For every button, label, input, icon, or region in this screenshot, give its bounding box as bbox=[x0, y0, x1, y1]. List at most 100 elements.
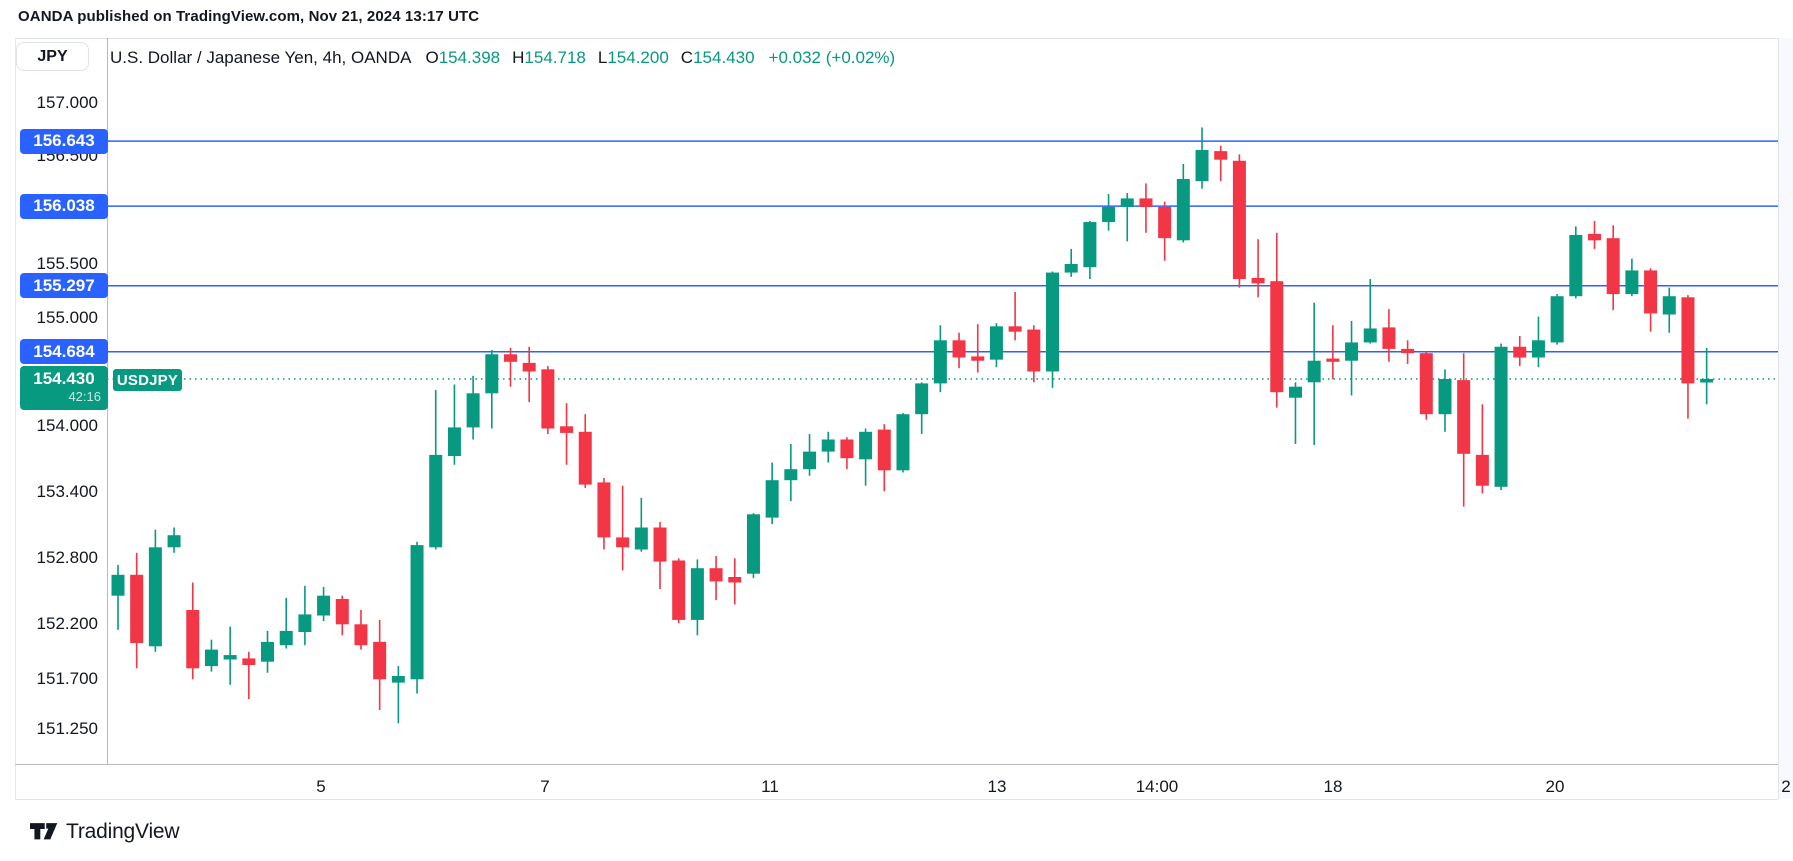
price-axis-tick: 152.200 bbox=[36, 614, 98, 634]
candle-wick bbox=[621, 485, 624, 571]
candle-body bbox=[1345, 342, 1359, 361]
current-price-value: 154.430 bbox=[33, 369, 95, 388]
candle-body bbox=[522, 362, 536, 372]
candle-body bbox=[373, 641, 387, 680]
chart-title: U.S. Dollar / Japanese Yen, 4h, OANDA bbox=[110, 48, 412, 67]
candle-body bbox=[989, 326, 1003, 360]
candle-body bbox=[391, 676, 405, 683]
price-axis-tick: 155.500 bbox=[36, 253, 98, 273]
candle-wick bbox=[1481, 404, 1484, 494]
candle-body bbox=[1569, 234, 1583, 297]
candle-wick bbox=[509, 347, 512, 387]
price-axis-tick: 157.000 bbox=[36, 92, 98, 112]
time-axis[interactable]: 5 7 11 13 14:00 18 20 2 bbox=[15, 765, 1793, 799]
candle-body bbox=[1438, 379, 1452, 415]
candle-wick bbox=[1257, 239, 1259, 298]
candle-body bbox=[1494, 346, 1508, 487]
candle-body bbox=[896, 414, 910, 471]
candle-body bbox=[952, 340, 966, 358]
price-axis-tick: 151.700 bbox=[36, 669, 98, 689]
time-axis-tick: 2 bbox=[1781, 777, 1791, 796]
current-price-badge: 154.430 42:16 bbox=[20, 366, 108, 410]
candle-body bbox=[765, 480, 779, 518]
candle-body bbox=[1662, 296, 1676, 315]
candle-body bbox=[1214, 151, 1228, 160]
pane-bottom-border bbox=[15, 764, 1778, 765]
candle-body bbox=[541, 369, 555, 429]
candle-body bbox=[803, 451, 817, 470]
time-axis-tick: 18 bbox=[1323, 777, 1343, 796]
candle-body bbox=[1606, 238, 1620, 295]
symbol-search-button[interactable]: JPY bbox=[16, 42, 89, 71]
candle-body bbox=[279, 630, 293, 646]
price-line-badge[interactable]: 156.038 bbox=[20, 193, 108, 219]
candle-body bbox=[410, 545, 424, 680]
ohlc-open: O154.398 bbox=[425, 48, 501, 67]
candle-body bbox=[1195, 150, 1209, 182]
candle-body bbox=[1008, 326, 1022, 332]
candle-body bbox=[1120, 198, 1134, 207]
candle-body bbox=[1064, 263, 1078, 273]
candle-body bbox=[1232, 160, 1246, 280]
tradingview-logo-icon bbox=[30, 823, 58, 840]
price-axis[interactable]: 157.000 156.500 155.500 155.000 154.000 153.4… bbox=[15, 38, 108, 764]
candle-wick bbox=[1070, 248, 1072, 277]
candle-body bbox=[1251, 277, 1265, 284]
ohlc-values: O154.398 H154.718 L154.200 C154.430 bbox=[425, 48, 754, 68]
candle-body bbox=[672, 560, 686, 620]
candle-body bbox=[1046, 272, 1059, 372]
chart-top-border bbox=[15, 38, 1778, 39]
candle-wick bbox=[528, 346, 530, 403]
candle-body bbox=[167, 535, 181, 548]
candle-wick bbox=[397, 666, 400, 724]
candle-body bbox=[653, 527, 667, 562]
chart-right-margin bbox=[1778, 38, 1793, 799]
candle-wick bbox=[453, 384, 456, 465]
time-axis-tick: 5 bbox=[316, 777, 326, 796]
price-axis-tick: 153.400 bbox=[36, 482, 98, 502]
candle-body bbox=[204, 649, 218, 667]
candle-body bbox=[335, 599, 349, 625]
candle-wick bbox=[1369, 279, 1372, 344]
tradingview-logo[interactable]: TradingView bbox=[30, 820, 180, 844]
price-line-badge[interactable]: 154.684 bbox=[20, 339, 108, 365]
candle-body bbox=[1288, 386, 1302, 398]
candle-wick bbox=[640, 497, 643, 552]
candlestick-chart[interactable] bbox=[107, 38, 1778, 764]
candle-wick bbox=[1294, 382, 1297, 444]
candle-body bbox=[503, 354, 517, 362]
candle-body bbox=[690, 568, 704, 620]
ohlc-high: H154.718 bbox=[512, 48, 586, 67]
candle-wick bbox=[285, 597, 288, 649]
candle-wick bbox=[1705, 348, 1708, 405]
candle-body bbox=[1326, 358, 1340, 362]
candle-body bbox=[859, 431, 873, 460]
candle-body bbox=[1083, 222, 1097, 268]
chart-left-border bbox=[15, 38, 16, 799]
price-line-badge[interactable]: 156.643 bbox=[20, 128, 108, 154]
candle-body bbox=[111, 574, 125, 596]
candle-body bbox=[971, 356, 985, 361]
candle-body bbox=[784, 469, 798, 481]
price-line-badge[interactable]: 155.297 bbox=[20, 273, 108, 299]
candle-body bbox=[1419, 353, 1433, 415]
candle-body bbox=[1644, 270, 1658, 314]
price-axis-tick: 151.250 bbox=[36, 718, 98, 738]
candle-wick bbox=[565, 403, 568, 465]
candle-body bbox=[1176, 179, 1190, 241]
candle-body bbox=[709, 568, 723, 582]
chart-legend: U.S. Dollar / Japanese Yen, 4h, OANDA O1… bbox=[110, 47, 895, 69]
candle-body bbox=[130, 574, 144, 643]
time-axis-tick: 11 bbox=[761, 777, 779, 796]
candle-body bbox=[1102, 207, 1116, 223]
candle-body bbox=[1700, 379, 1714, 383]
candle-wick bbox=[1014, 291, 1016, 341]
candle-body bbox=[840, 439, 854, 459]
candle-wick bbox=[1332, 325, 1334, 379]
price-axis-tick: 154.000 bbox=[36, 416, 98, 436]
candle-body bbox=[933, 340, 947, 384]
candle-body bbox=[1382, 327, 1396, 349]
candle-body bbox=[447, 427, 461, 456]
candle-body bbox=[1139, 198, 1153, 207]
candle-body bbox=[1401, 348, 1415, 354]
